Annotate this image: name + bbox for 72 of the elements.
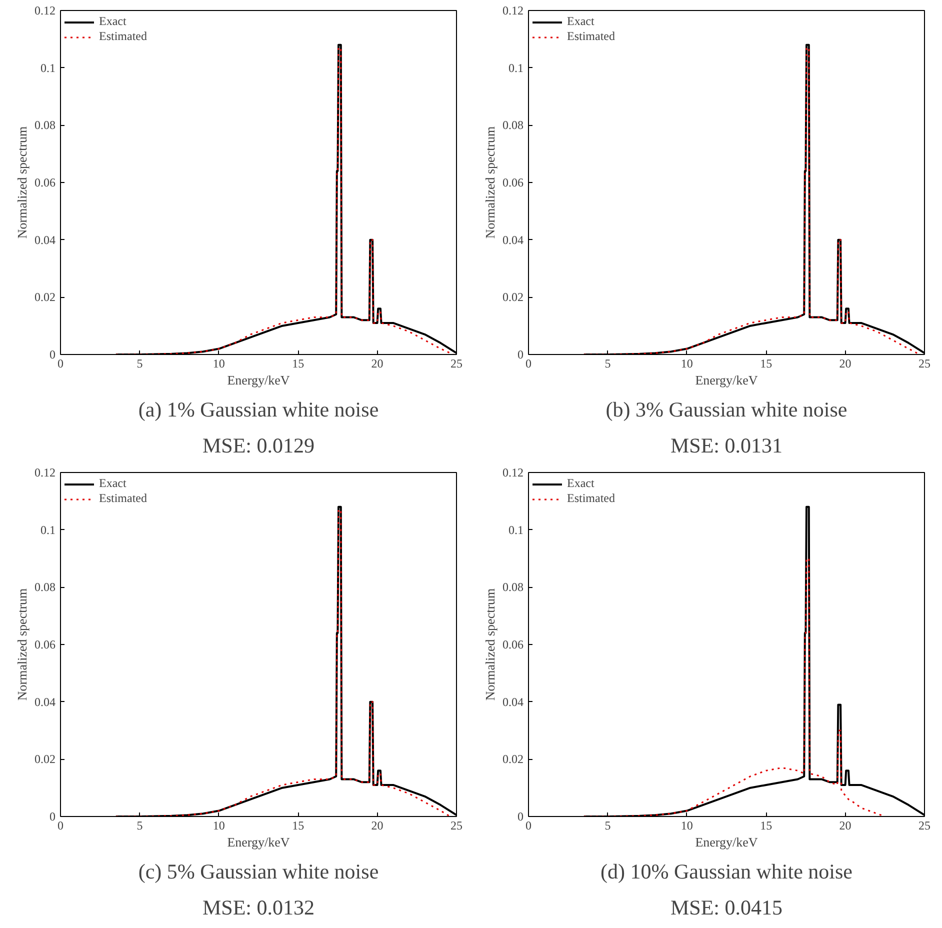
y-axis-title: Normalized spectrum (482, 588, 498, 701)
legend-label: Exact (567, 476, 594, 491)
text: MSE: 0.0131 (670, 434, 783, 458)
y-tick-label: 0.04 (502, 694, 524, 709)
text: (c) 5% Gaussian white noise (138, 860, 379, 884)
x-tick-label: 20 (371, 356, 384, 370)
y-tick-label: 0.06 (502, 638, 524, 652)
y-tick-label: 0.12 (502, 466, 524, 480)
x-tick-label: 25 (450, 356, 462, 370)
x-axis-title: Energy/keV (695, 372, 758, 388)
y-tick-label: 0.12 (34, 4, 56, 18)
x-tick-label: 5 (136, 818, 143, 832)
x-axis-title: Energy/keV (227, 372, 290, 388)
x-tick-label: 10 (212, 818, 225, 832)
y-tick-label: 0.02 (502, 752, 524, 766)
text: (a) 1% Gaussian white noise (138, 398, 379, 422)
y-tick-label: 0.06 (34, 176, 56, 190)
y-tick-label: 0.04 (502, 232, 524, 247)
x-tick-label: 15 (292, 356, 304, 370)
y-tick-label: 0.1 (40, 60, 56, 75)
y-tick-label: 0.12 (34, 466, 56, 480)
x-tick-label: 20 (839, 818, 852, 832)
y-tick-label: 0 (518, 810, 524, 824)
x-axis-title: Energy/keV (695, 834, 758, 850)
x-tick-label: 25 (918, 356, 930, 370)
x-tick-label: 5 (604, 818, 611, 832)
y-tick-label: 0.1 (40, 522, 56, 537)
y-axis-title: Normalized spectrum (14, 588, 30, 701)
text: (b) 3% Gaussian white noise (606, 398, 848, 422)
x-tick-label: 10 (680, 818, 693, 832)
x-tick-label: 10 (212, 356, 225, 370)
text: (d) 10% Gaussian white noise (600, 860, 852, 884)
x-tick-label: 25 (450, 818, 462, 832)
y-axis-title: Normalized spectrum (482, 126, 498, 239)
x-tick-label: 10 (680, 356, 693, 370)
y-tick-label: 0.02 (34, 290, 56, 304)
text: MSE: 0.0129 (202, 434, 315, 458)
x-tick-label: 15 (760, 818, 772, 832)
y-tick-label: 0.1 (508, 522, 524, 537)
y-tick-label: 0 (50, 810, 56, 824)
x-tick-label: 20 (371, 818, 384, 832)
legend-label: Estimated (99, 29, 147, 44)
y-tick-label: 0.1 (508, 60, 524, 75)
text: MSE: 0.0132 (202, 896, 315, 920)
legend-label: Estimated (99, 491, 147, 506)
y-tick-label: 0.08 (34, 118, 56, 132)
y-tick-label: 0.02 (502, 290, 524, 304)
x-tick-label: 5 (136, 356, 143, 370)
x-tick-label: 5 (604, 356, 611, 370)
y-tick-label: 0.06 (34, 638, 56, 652)
y-tick-label: 0.04 (34, 232, 56, 247)
legend-label: Estimated (567, 491, 615, 506)
y-tick-label: 0.08 (502, 118, 524, 132)
legend-label: Exact (567, 14, 594, 29)
y-axis-title: Normalized spectrum (14, 126, 30, 239)
y-tick-label: 0.06 (502, 176, 524, 190)
x-tick-label: 25 (918, 818, 930, 832)
y-tick-label: 0.08 (34, 580, 56, 594)
y-tick-label: 0.12 (502, 4, 524, 18)
y-tick-label: 0.08 (502, 580, 524, 594)
x-axis-title: Energy/keV (227, 834, 290, 850)
x-tick-label: 20 (839, 356, 852, 370)
y-tick-label: 0.02 (34, 752, 56, 766)
legend-label: Exact (99, 14, 126, 29)
y-tick-label: 0 (518, 348, 524, 362)
legend-label: Estimated (567, 29, 615, 44)
x-tick-label: 15 (760, 356, 772, 370)
y-tick-label: 0.04 (34, 694, 56, 709)
y-tick-label: 0 (50, 348, 56, 362)
text: MSE: 0.0415 (670, 896, 783, 920)
legend-label: Exact (99, 476, 126, 491)
x-tick-label: 15 (292, 818, 304, 832)
